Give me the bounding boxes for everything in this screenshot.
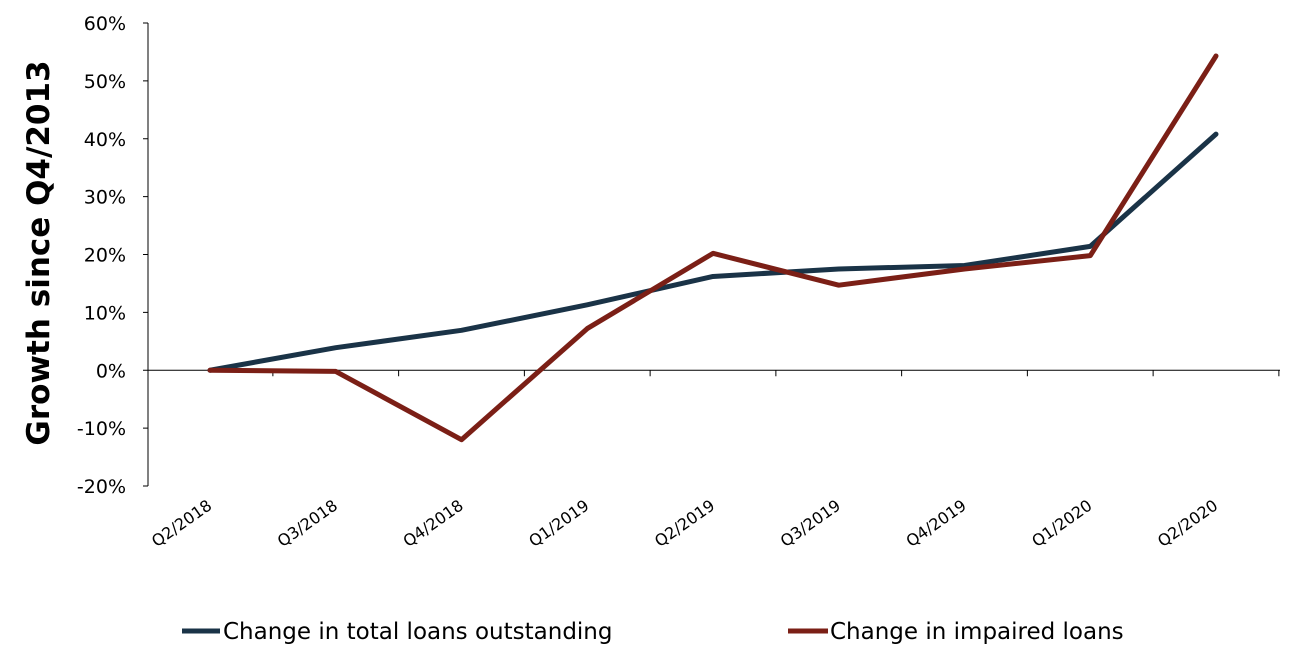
x-tick-label: Q1/2019 (525, 496, 592, 551)
x-tick-label: Q4/2018 (399, 496, 466, 551)
x-tick-label: Q1/2020 (1028, 496, 1095, 551)
x-tick-label: Q2/2019 (651, 496, 718, 551)
series-group (207, 53, 1219, 443)
y-axis-label: Growth since Q4/2013 (21, 60, 57, 445)
x-tick-label: Q3/2019 (777, 496, 844, 551)
legend-label-impaired-loans: Change in impaired loans (830, 619, 1124, 645)
y-tick-label: 0% (96, 360, 126, 382)
legend: Change in total loans outstanding Change… (182, 619, 1124, 645)
y-axis-ticks: 60% 50% 40% 30% 20% 10% 0% -10% -20% (77, 13, 148, 498)
x-axis-ticks: Q2/2018 Q3/2018 Q4/2018 Q1/2019 Q2/2019 Q3/20… (148, 370, 1280, 551)
y-tick-label: 10% (84, 302, 126, 324)
y-tick-label: 60% (84, 13, 126, 35)
y-tick-label: 50% (84, 71, 126, 93)
y-tick-label: 30% (84, 187, 126, 209)
series-line-total-loans (207, 131, 1219, 373)
x-tick-label: Q4/2019 (902, 496, 969, 551)
x-tick-label: Q3/2018 (274, 496, 341, 551)
x-tick-label: Q2/2018 (148, 496, 215, 551)
y-tick-label: 20% (84, 245, 126, 267)
legend-label-total-loans: Change in total loans outstanding (223, 619, 612, 645)
y-tick-label: -20% (77, 476, 126, 498)
x-tick-label: Q2/2020 (1154, 496, 1221, 551)
y-tick-label: 40% (84, 129, 126, 151)
y-tick-label: -10% (77, 418, 126, 440)
series-line-impaired-loans (207, 53, 1219, 443)
